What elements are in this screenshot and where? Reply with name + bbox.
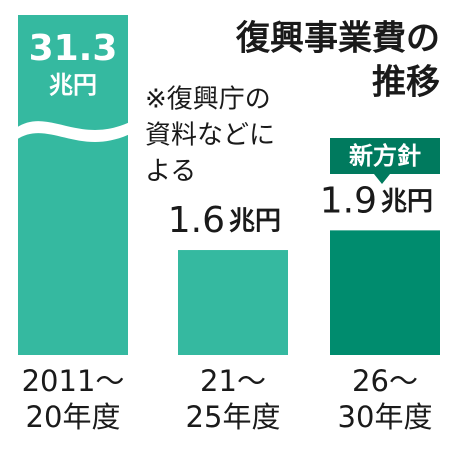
x-tick-label: 30年度: [338, 400, 433, 434]
axis-break: [16, 121, 130, 142]
x-tick-label: 20年度: [26, 400, 121, 434]
x-tick-label: 25年度: [186, 400, 281, 434]
bar: [330, 230, 440, 355]
value-unit: 兆円: [229, 207, 281, 237]
annotation-text: 新方針: [349, 142, 421, 170]
annotation-badge: [330, 138, 440, 184]
value-unit: 兆円: [381, 187, 433, 217]
chart-title: 推移: [372, 63, 440, 103]
x-tick-label: 26～: [352, 364, 418, 398]
bar: [18, 15, 128, 355]
source-note: よる: [145, 157, 196, 187]
value-unit: 兆円: [49, 71, 97, 99]
bar: [178, 250, 288, 355]
value-label: 31.3: [29, 28, 118, 69]
value-label: 1.6: [168, 200, 225, 241]
source-note: ※復興庁の: [145, 85, 271, 115]
value-label: 1.9: [320, 180, 377, 221]
x-tick-label: 2011～: [22, 364, 125, 398]
chart-title: 復興事業費の: [235, 19, 440, 59]
source-note: 資料などに: [145, 121, 275, 151]
x-tick-label: 21～: [200, 364, 266, 398]
